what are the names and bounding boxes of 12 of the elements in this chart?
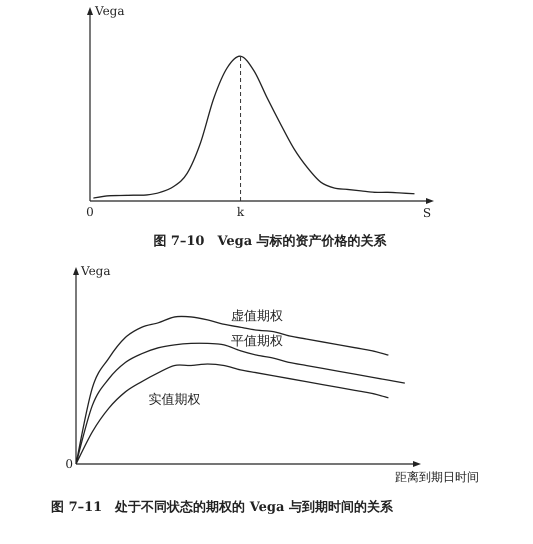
x-axis-title: 距离到期日时间 [395, 470, 479, 484]
x-axis-title: S [422, 206, 432, 220]
text: 0 [65, 457, 73, 471]
series-label: 实值期权 [148, 392, 201, 408]
series-label: 虚值期权 [230, 309, 283, 324]
text: 图 7–10 Vega 与标的资产价格的关系 [153, 233, 388, 249]
text: 图 7–11 处于不同状态的期权的 Vega 与到期时间的关系 [51, 499, 394, 515]
y-axis-title: Vega [80, 264, 111, 278]
text: 0 [86, 205, 94, 219]
series-label: 平值期权 [230, 334, 283, 350]
y-axis-title: Vega [94, 4, 125, 18]
text: k [236, 205, 245, 219]
